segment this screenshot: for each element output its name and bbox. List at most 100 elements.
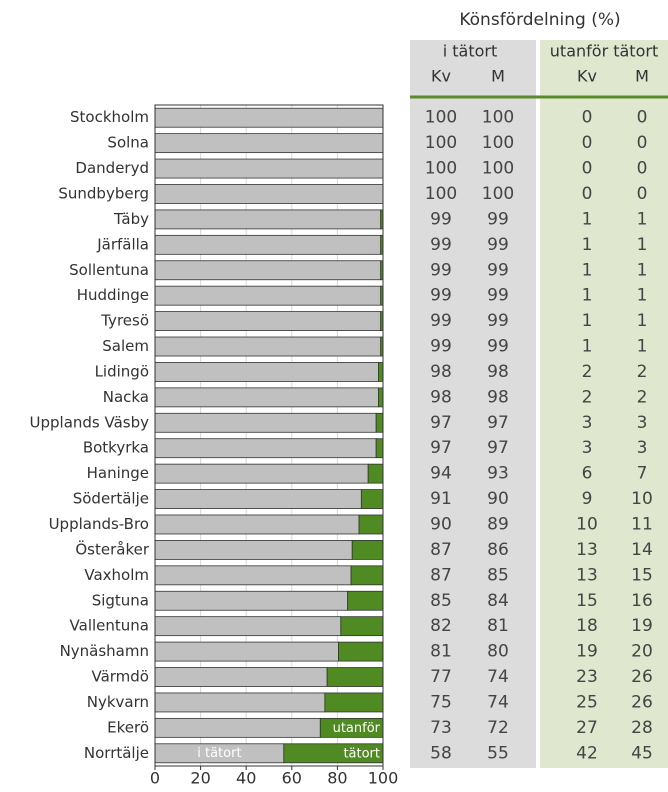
category-label: Nacka [103, 388, 149, 406]
table-cell: 23 [576, 667, 598, 687]
table-cell: 28 [631, 718, 653, 738]
table-cell: 1 [582, 209, 593, 229]
bar-segment [154, 641, 339, 662]
category-label: Huddinge [77, 286, 149, 304]
table-cell: 80 [487, 642, 509, 662]
table-cell: 86 [487, 540, 509, 560]
bar-segment [154, 209, 382, 230]
table-cell: 99 [487, 337, 509, 357]
table-cell: 45 [631, 743, 653, 763]
table-cell: 85 [487, 565, 509, 585]
table-cell: 87 [430, 540, 452, 560]
x-tick-label: 40 [236, 769, 256, 788]
category-label: Upplands Väsby [30, 413, 150, 431]
category-label: Botkyrka [83, 439, 149, 457]
table-cell: 99 [487, 260, 509, 280]
table-cell: 18 [576, 616, 598, 636]
table-cell: 100 [425, 159, 457, 179]
table-cell: 0 [637, 184, 648, 204]
category-label: Vaxholm [84, 566, 149, 584]
bar-segment [154, 133, 384, 154]
table-cell: 97 [430, 413, 452, 433]
x-tick-label: 80 [327, 769, 347, 788]
bar-segment [154, 717, 321, 738]
bar-segment [378, 362, 384, 382]
table-cell: 82 [430, 616, 452, 636]
category-label: Södertälje [73, 490, 149, 508]
table-cell: 98 [430, 362, 452, 382]
bar-segment [375, 412, 384, 433]
table-cell: 55 [487, 743, 509, 763]
table-cell: 0 [582, 184, 593, 204]
table-cell: 99 [430, 260, 452, 280]
bar-segment [338, 641, 384, 662]
table-cell: 42 [576, 743, 598, 763]
table-cell: 2 [582, 387, 593, 407]
x-tick-label: 60 [282, 769, 302, 788]
bar-segment [154, 260, 382, 281]
category-label: Österåker [75, 539, 149, 558]
table-cell: 99 [487, 311, 509, 331]
table-cell: 91 [430, 489, 452, 509]
plot-frame [154, 104, 384, 767]
table-cell: 99 [430, 209, 452, 229]
bar-segment [154, 285, 382, 306]
category-label: Nynäshamn [60, 642, 149, 660]
bar-segment [154, 362, 379, 382]
table-cell: 0 [637, 108, 648, 128]
table-cell: 58 [430, 743, 452, 763]
category-label: Lidingö [95, 362, 149, 380]
table-cell: 85 [430, 591, 452, 611]
series-label: utanför tätort [333, 720, 381, 760]
category-label: Järfälla [96, 235, 149, 253]
table-cell: 26 [631, 692, 653, 712]
table-cell: 16 [631, 591, 653, 611]
table-cell: 81 [487, 616, 509, 636]
table-cell: 2 [582, 362, 593, 382]
bar-segment [154, 514, 360, 535]
x-tick-label: 0 [150, 769, 160, 788]
bar-segment [358, 514, 384, 535]
x-tick-label: 20 [190, 769, 210, 788]
table-cell: 15 [631, 565, 653, 585]
table-cell: 1 [637, 337, 648, 357]
table-cell: 0 [637, 133, 648, 153]
bar-segment [154, 540, 353, 560]
category-label: Salem [102, 337, 149, 355]
table-cell: 97 [487, 413, 509, 433]
table-cell: 0 [582, 133, 593, 153]
table-cell: 100 [482, 108, 514, 128]
table-cell: 27 [576, 718, 598, 738]
table-cell: 84 [487, 591, 509, 611]
table-cell: 1 [637, 260, 648, 280]
category-label: Nykvarn [87, 693, 149, 711]
table-cell: 1 [637, 235, 648, 255]
group-header: utanför tätort [550, 42, 658, 61]
table-cell: 100 [482, 133, 514, 153]
bar-segment [154, 234, 382, 255]
table-cell: 100 [425, 108, 457, 128]
table-cell: 100 [482, 159, 514, 179]
bar-segment [347, 590, 384, 611]
bar-segment [154, 463, 369, 484]
table-cell: 2 [637, 387, 648, 407]
table-cell: 72 [487, 718, 509, 738]
table-cell: 14 [631, 540, 653, 560]
column-header: M [635, 67, 649, 86]
column-header: M [491, 67, 505, 86]
table-cell: 0 [582, 108, 593, 128]
table-cell: 90 [487, 489, 509, 509]
table-cell: 97 [487, 438, 509, 458]
category-label: Ekerö [107, 718, 149, 736]
table-cell: 7 [637, 464, 648, 484]
series-label: i tätort [197, 746, 241, 761]
bar-segment [154, 158, 384, 179]
table-cell: 99 [487, 209, 509, 229]
table-cell: 89 [487, 514, 509, 534]
table-cell: 1 [582, 311, 593, 331]
category-label: Stockholm [70, 108, 149, 126]
table-cell: 20 [631, 642, 653, 662]
table-cell: 93 [487, 464, 509, 484]
group-header: i tätort [443, 42, 498, 61]
